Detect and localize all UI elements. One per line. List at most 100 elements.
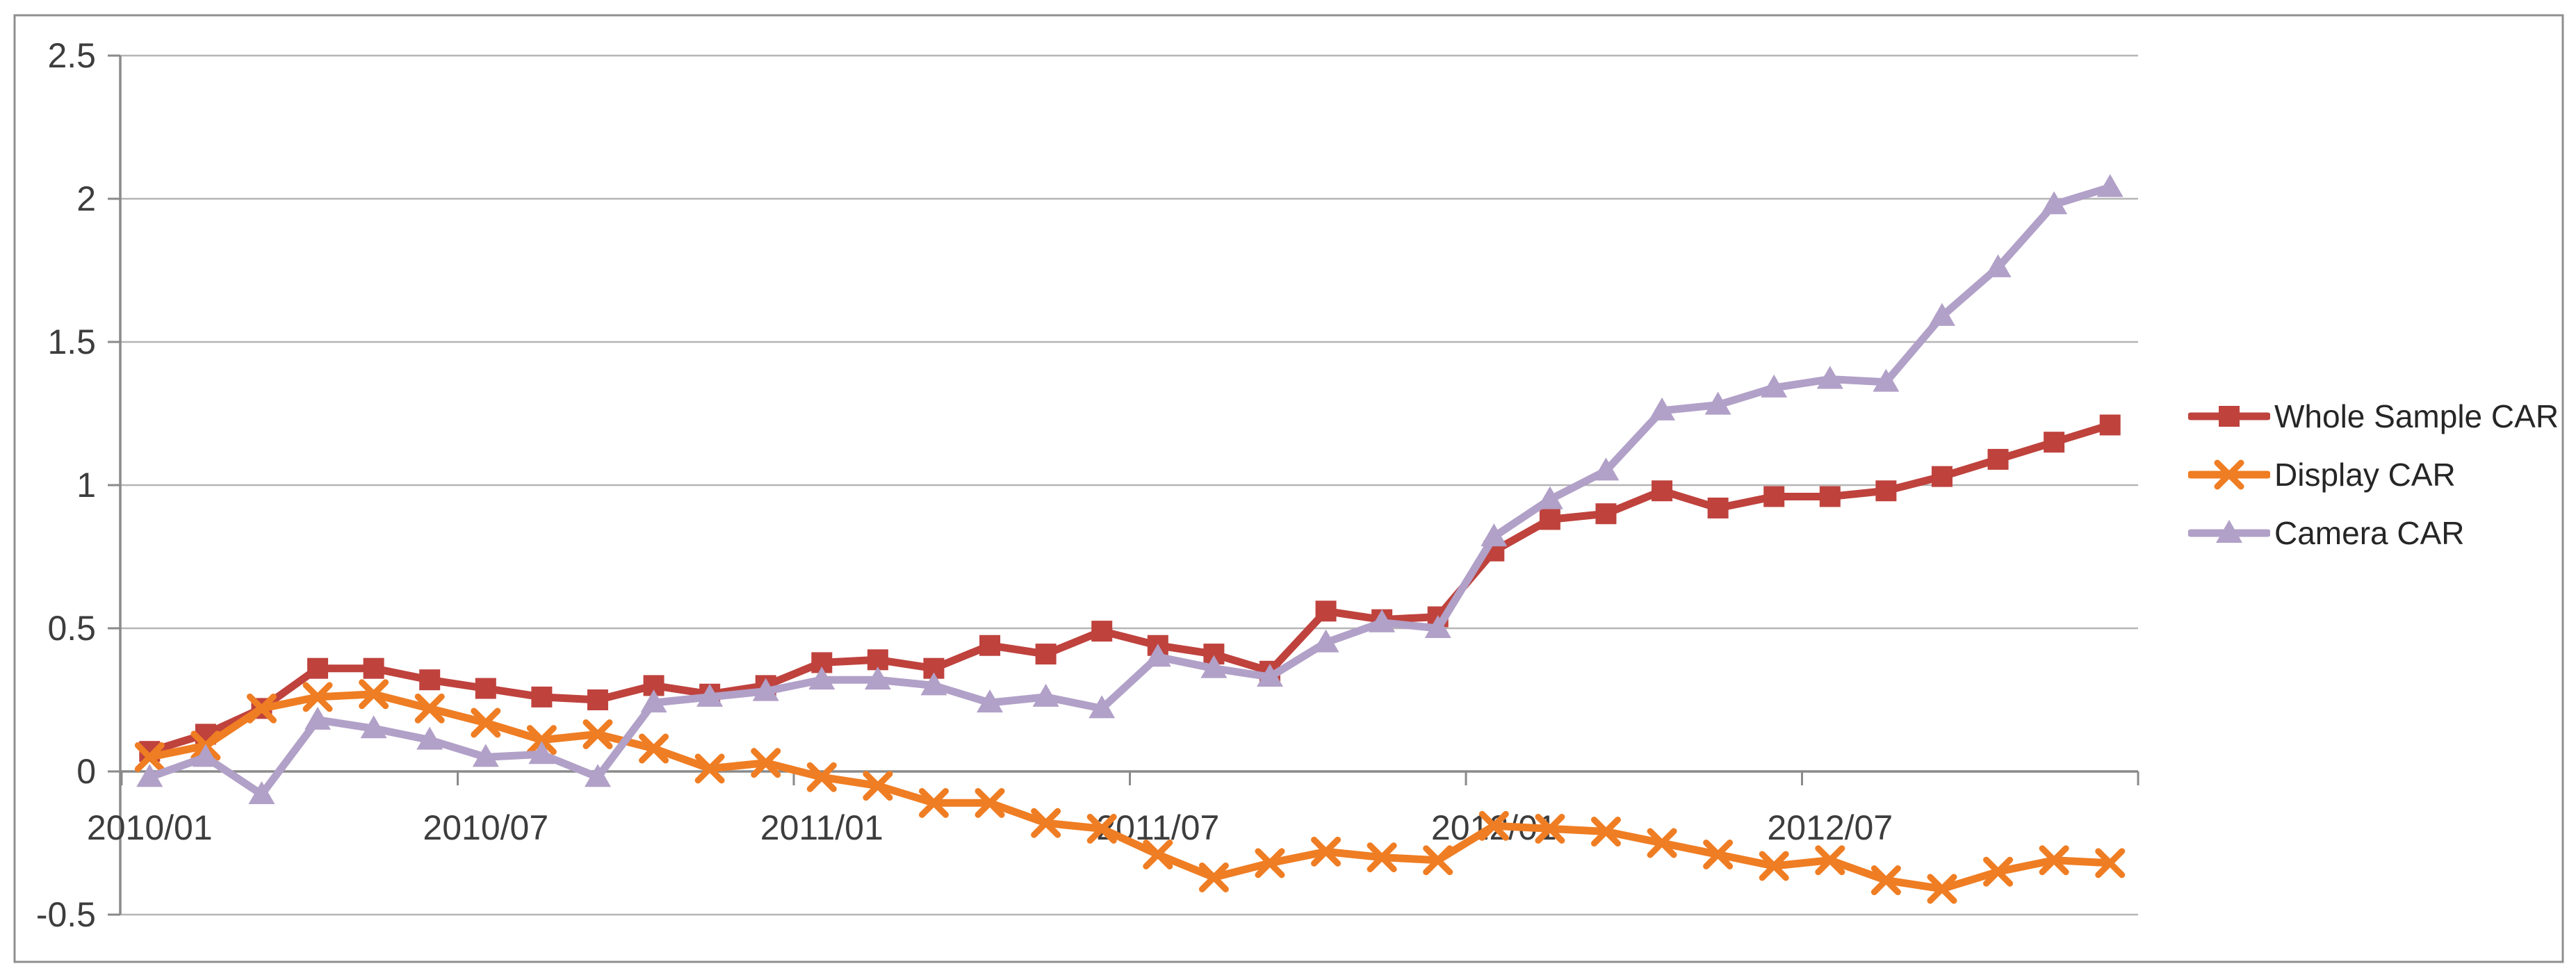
series-marker-triangle <box>1369 609 1396 632</box>
series-marker-triangle <box>1312 629 1339 653</box>
y-axis-tick-label: 2 <box>76 179 96 218</box>
series-marker-x <box>1703 839 1734 869</box>
series-marker-square <box>307 657 329 679</box>
series-marker-x <box>1647 828 1677 858</box>
legend-marker-x-icon <box>2188 459 2270 490</box>
series-marker-x <box>751 748 781 778</box>
series-marker-square <box>419 669 441 691</box>
series-marker-triangle <box>808 667 835 690</box>
series-marker-triangle <box>1816 366 1843 389</box>
series-line-display-car <box>145 690 2114 893</box>
series-marker-x <box>1535 813 1565 844</box>
series-marker-triangle <box>192 744 219 767</box>
series-marker-triangle <box>864 667 891 690</box>
series-marker-triangle <box>1144 644 1171 667</box>
series-marker-triangle <box>920 672 947 696</box>
series-marker-square <box>1987 448 2009 470</box>
series-marker-square <box>979 635 1001 656</box>
x-axis-tick-label: 2012/07 <box>1767 808 1893 847</box>
legend-item-camera-car: Camera CAR <box>2188 514 2559 552</box>
series-marker-x <box>134 742 165 772</box>
series-marker-square <box>363 657 384 679</box>
y-axis-tick-label: -0.5 <box>36 895 96 934</box>
series-marker-triangle <box>584 764 611 787</box>
series-marker-square <box>1539 509 1560 530</box>
legend: Whole Sample CAR Display CAR Camera CAR <box>2188 398 2559 552</box>
series-marker-x <box>1086 813 1117 844</box>
series-marker-triangle <box>1649 397 1676 420</box>
legend-marker-triangle-icon <box>2188 520 2270 543</box>
series-marker-x <box>1423 845 1453 876</box>
y-axis-tick-label: 0.5 <box>47 609 96 648</box>
series-marker-triangle <box>696 683 724 707</box>
series-marker-square <box>2219 406 2240 427</box>
x-axis-tick-label: 2010/01 <box>87 808 213 847</box>
series-marker-x <box>1198 862 1229 892</box>
series-marker-triangle <box>1761 374 1788 398</box>
series-marker-triangle <box>752 678 779 701</box>
series-line-camera-car <box>145 183 2114 799</box>
series-marker-triangle <box>1536 486 1563 509</box>
series-marker-triangle <box>977 689 1004 713</box>
legend-item-display-car: Display CAR <box>2188 456 2559 493</box>
series-marker-x <box>2095 848 2126 878</box>
series-marker-triangle <box>1873 368 1900 392</box>
series-marker-square <box>531 686 553 708</box>
series-marker-triangle <box>1592 457 1620 481</box>
series-marker-x <box>2214 459 2244 490</box>
series-marker-x <box>246 693 277 723</box>
series-marker-x <box>1031 808 1061 838</box>
series-marker-square <box>2099 414 2121 436</box>
series-marker-x <box>1367 842 1397 873</box>
series-marker-triangle <box>1704 391 1731 415</box>
series-marker-square <box>1595 503 1617 525</box>
series-marker-x <box>918 787 949 818</box>
series-marker-square <box>587 689 608 710</box>
series-marker-x <box>582 719 613 749</box>
series-marker-square <box>1707 497 1729 518</box>
y-axis-tick-label: 0 <box>76 752 96 791</box>
series-marker-x <box>414 693 445 723</box>
series-marker-triangle <box>1424 615 1451 638</box>
series-marker-triangle <box>2216 520 2242 543</box>
series-marker-triangle <box>248 780 275 804</box>
series-marker-triangle <box>640 689 667 713</box>
series-marker-x <box>359 679 389 710</box>
x-axis-tick-label: 2011/07 <box>1096 808 1219 847</box>
series-marker-x <box>1143 839 1173 869</box>
series-marker-triangle <box>1984 254 2012 277</box>
series-marker-triangle <box>1256 664 1283 687</box>
y-axis-tick-label: 2.5 <box>47 36 96 75</box>
legend-label: Whole Sample CAR <box>2274 398 2559 434</box>
series-marker-square <box>1763 486 1785 507</box>
series-marker-triangle <box>472 744 499 767</box>
series-marker-x <box>1478 810 1509 841</box>
series-marker-triangle <box>1481 523 1508 547</box>
x-axis-tick-label: 2011/01 <box>760 808 883 847</box>
legend-label: Display CAR <box>2274 457 2456 493</box>
legend-marker-square-icon <box>2188 406 2270 427</box>
series-marker-square <box>1315 600 1337 622</box>
series-marker-square <box>475 678 496 699</box>
series-marker-x <box>863 771 893 801</box>
series-marker-square <box>1875 480 1897 502</box>
series-marker-square <box>2044 432 2065 453</box>
series-marker-x <box>1759 851 1789 881</box>
series-marker-x <box>526 725 557 755</box>
series-marker-triangle <box>2041 191 2068 215</box>
series-marker-triangle <box>1928 302 1955 326</box>
series-marker-x <box>806 762 837 792</box>
series-marker-triangle <box>1200 655 1228 678</box>
series-marker-square <box>1091 621 1113 642</box>
series-marker-x <box>639 733 669 764</box>
chart-border <box>13 14 2564 963</box>
series-marker-triangle <box>136 764 163 787</box>
series-marker-triangle <box>528 741 555 764</box>
series-marker-triangle <box>1032 683 1059 707</box>
series-marker-x <box>1590 817 1621 847</box>
y-axis-tick-label: 1.5 <box>47 322 96 361</box>
series-marker-x <box>694 753 725 784</box>
legend-item-whole-sample-car: Whole Sample CAR <box>2188 398 2559 435</box>
